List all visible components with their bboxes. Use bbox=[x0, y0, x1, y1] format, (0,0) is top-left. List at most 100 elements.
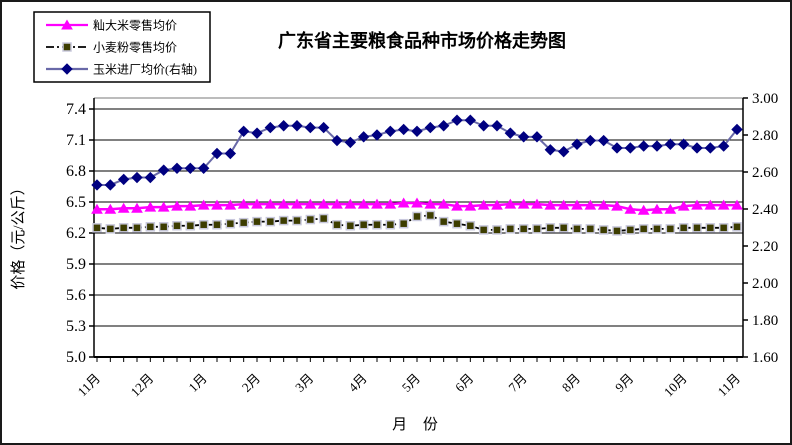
data-point-marker bbox=[211, 199, 223, 210]
x-tick-label: 9月 bbox=[612, 371, 636, 395]
data-point-marker bbox=[451, 200, 463, 211]
data-point-marker bbox=[225, 218, 236, 229]
data-point-marker bbox=[185, 221, 196, 231]
x-tick-label: 1月 bbox=[185, 371, 209, 395]
data-point-marker bbox=[517, 198, 530, 209]
data-point-marker bbox=[491, 199, 503, 210]
data-point-marker bbox=[624, 203, 637, 214]
data-point-marker bbox=[251, 198, 263, 209]
data-point-marker bbox=[157, 164, 170, 176]
data-point-marker bbox=[304, 198, 317, 209]
data-point-marker bbox=[517, 131, 530, 143]
data-point-marker bbox=[237, 198, 250, 209]
data-point-marker bbox=[584, 199, 597, 210]
data-point-marker bbox=[664, 203, 677, 214]
data-point-marker bbox=[584, 134, 597, 147]
data-point-marker bbox=[144, 201, 157, 212]
data-point-marker bbox=[158, 222, 169, 232]
data-point-marker bbox=[117, 202, 130, 213]
left-tick-label: 6.2 bbox=[66, 225, 86, 242]
data-point-marker bbox=[198, 219, 209, 230]
left-tick-label: 5.0 bbox=[66, 349, 86, 366]
data-point-marker bbox=[277, 120, 290, 132]
data-point-marker bbox=[61, 19, 73, 30]
data-point-marker bbox=[131, 202, 143, 213]
data-point-marker bbox=[332, 219, 342, 230]
right-tick-label: 3.00 bbox=[752, 91, 778, 107]
data-point-marker bbox=[477, 120, 490, 132]
data-point-marker bbox=[544, 199, 557, 210]
data-point-marker bbox=[132, 223, 142, 233]
data-point-marker bbox=[358, 219, 369, 230]
data-point-marker bbox=[637, 140, 650, 152]
data-point-marker bbox=[718, 223, 729, 233]
data-point-marker bbox=[171, 200, 183, 211]
data-point-marker bbox=[92, 223, 102, 233]
data-point-marker bbox=[372, 219, 382, 230]
data-point-marker bbox=[664, 138, 677, 150]
data-point-marker bbox=[451, 114, 463, 126]
left-tick-label: 5.6 bbox=[66, 287, 86, 304]
data-point-marker bbox=[144, 171, 157, 184]
left-tick-label: 6.8 bbox=[66, 163, 86, 180]
legend-label: 玉米进厂均价(右轴) bbox=[93, 62, 197, 77]
data-point-marker bbox=[572, 224, 582, 234]
data-point-marker bbox=[704, 199, 717, 210]
data-point-marker bbox=[637, 204, 650, 215]
data-point-marker bbox=[277, 198, 290, 209]
data-point-marker bbox=[464, 114, 477, 126]
data-point-marker bbox=[411, 125, 423, 138]
left-tick-label: 6.5 bbox=[66, 194, 86, 211]
data-point-marker bbox=[624, 142, 637, 154]
y-axis-title: 价格（元/公斤） bbox=[10, 180, 27, 289]
left-tick-label: 5.9 bbox=[66, 256, 86, 273]
data-point-marker bbox=[237, 125, 250, 138]
data-point-marker bbox=[424, 121, 437, 134]
data-point-marker bbox=[665, 224, 676, 234]
data-point-marker bbox=[437, 120, 450, 132]
data-point-marker bbox=[557, 199, 570, 210]
data-point-marker bbox=[291, 120, 303, 132]
data-point-marker bbox=[452, 218, 462, 229]
right-tick-label: 2.40 bbox=[752, 202, 778, 218]
data-point-marker bbox=[184, 200, 197, 211]
right-tick-label: 1.80 bbox=[752, 313, 778, 329]
plot-area: 5.0 5.3 5.6 5.9 6.2 6.5 6.8 7.1 7.4 1.60 1.80 2.00 2… bbox=[66, 91, 778, 400]
data-point-marker bbox=[131, 171, 143, 184]
data-point-marker bbox=[692, 223, 702, 233]
data-point-marker bbox=[117, 173, 130, 186]
data-point-marker bbox=[292, 215, 302, 226]
left-tick-label: 7.4 bbox=[66, 101, 86, 118]
x-tick-label: 10月 bbox=[661, 371, 690, 400]
data-point-marker bbox=[478, 225, 489, 235]
series-3-diamond bbox=[91, 114, 743, 191]
data-point-marker bbox=[145, 222, 156, 232]
data-point-marker bbox=[357, 131, 370, 143]
data-point-marker bbox=[464, 200, 477, 211]
data-point-marker bbox=[304, 121, 317, 134]
data-point-marker bbox=[424, 198, 437, 209]
data-point-marker bbox=[732, 222, 742, 232]
data-point-marker bbox=[638, 224, 649, 234]
data-point-marker bbox=[104, 179, 117, 191]
data-point-marker bbox=[385, 219, 396, 230]
legend-item: 玉米进厂均价(右轴) bbox=[46, 62, 197, 77]
data-point-marker bbox=[504, 127, 517, 139]
data-point-marker bbox=[157, 201, 170, 212]
right-tick-label: 2.20 bbox=[752, 239, 778, 255]
data-point-marker bbox=[585, 224, 596, 234]
data-point-marker bbox=[397, 123, 410, 136]
data-point-marker bbox=[518, 224, 529, 234]
data-point-marker bbox=[62, 42, 72, 52]
data-point-marker bbox=[91, 179, 103, 191]
right-tick-label: 2.60 bbox=[752, 165, 778, 181]
x-tick-label: 2月 bbox=[239, 371, 263, 395]
data-point-marker bbox=[492, 225, 502, 235]
data-point-marker bbox=[345, 221, 356, 231]
data-point-marker bbox=[305, 214, 316, 225]
data-point-marker bbox=[597, 199, 610, 210]
data-point-marker bbox=[251, 127, 263, 139]
data-point-marker bbox=[652, 224, 662, 234]
